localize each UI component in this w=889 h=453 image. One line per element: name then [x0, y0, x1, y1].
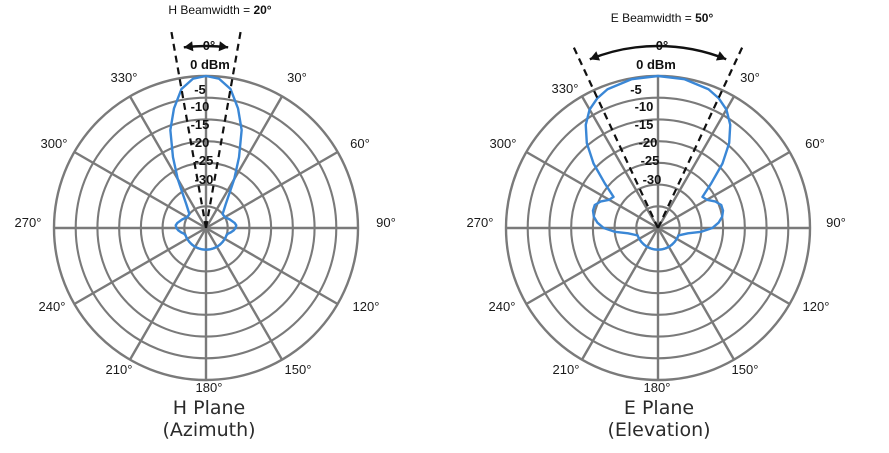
h-plane-beamwidth-indicator	[169, 28, 243, 229]
h-ring-label-5: -5	[194, 82, 206, 97]
h-plane-subtitle: (Azimuth)	[162, 419, 255, 441]
e-radiation-pattern	[584, 74, 732, 251]
e-angle-label-210: 210°	[553, 362, 580, 377]
e-ring-label-5: -5	[630, 82, 642, 97]
e-grid-spoke	[657, 226, 791, 306]
h-grid-spoke	[73, 226, 207, 306]
e-plane-chart: E Beamwidth = 50° 0° 0 dBm -5 -10 -15 -2…	[467, 11, 846, 441]
e-angle-label-120: 120°	[803, 299, 830, 314]
h-angle-label-270: 270°	[15, 215, 42, 230]
h-ring-label-30: -30	[195, 172, 214, 187]
h-grid-spoke	[128, 95, 208, 229]
e-angle-label-330: 330°	[552, 81, 579, 96]
h-beamwidth-arrowhead	[218, 41, 229, 52]
e-angle-label-180: 180°	[644, 380, 671, 395]
h-angle-label-30: 30°	[287, 70, 307, 85]
e-grid-spoke	[525, 150, 659, 230]
e-ring-label-20: -20	[639, 135, 658, 150]
h-plane-title: H Plane	[173, 397, 245, 419]
e-grid-spoke	[580, 95, 660, 229]
h-ring-label-25: -25	[195, 153, 214, 168]
e-beamwidth-arrowhead	[589, 51, 601, 61]
e-plane-subtitle: (Elevation)	[607, 419, 710, 441]
e-plane-grid	[504, 74, 812, 382]
h-plane-pattern-group	[169, 74, 243, 251]
h-grid-spoke	[128, 227, 208, 361]
h-angle-label-330: 330°	[111, 70, 138, 85]
h-radiation-pattern	[169, 74, 243, 251]
h-angle-label-240: 240°	[39, 299, 66, 314]
e-grid-spoke	[656, 227, 736, 361]
h-plane-grid	[52, 74, 360, 382]
h-angle-label-210: 210°	[106, 362, 133, 377]
h-grid-spoke	[205, 150, 339, 230]
h-angle-label-120: 120°	[353, 299, 380, 314]
e-beamwidth-arc	[589, 44, 727, 61]
h-angle-label-180: 180°	[196, 380, 223, 395]
h-angle-label-60: 60°	[350, 136, 370, 151]
h-beamwidth-dashed-line	[204, 28, 243, 229]
h-beamwidth-label: H Beamwidth = 20°	[168, 3, 271, 17]
h-zero-angle-label: 0°	[203, 38, 215, 53]
h-zero-ring-label: 0 dBm	[190, 57, 230, 72]
h-grid-spoke	[204, 227, 284, 361]
e-zero-angle-label: 0°	[656, 38, 668, 53]
e-angle-label-90: 90°	[826, 215, 846, 230]
e-ring-label-25: -25	[641, 153, 660, 168]
e-beamwidth-arrowhead	[715, 51, 727, 61]
e-grid-spoke	[580, 227, 660, 361]
h-beamwidth-dashed-line	[169, 28, 208, 229]
h-ring-label-15: -15	[191, 117, 210, 132]
h-plane-chart: H Beamwidth = 20° 0° 0 dBm -5 -10 -15 -2…	[15, 3, 396, 441]
e-angle-label-270: 270°	[467, 215, 494, 230]
h-grid-spoke	[205, 226, 339, 306]
e-angle-label-30: 30°	[740, 70, 760, 85]
e-plane-pattern-group	[584, 74, 732, 251]
e-angle-label-240: 240°	[489, 299, 516, 314]
e-angle-label-60: 60°	[805, 136, 825, 151]
h-beamwidth-arrowhead	[183, 41, 194, 52]
h-grid-spoke	[73, 150, 207, 230]
e-beamwidth-dashed-line	[657, 44, 745, 229]
e-grid-spoke	[525, 226, 659, 306]
e-angle-label-150: 150°	[732, 362, 759, 377]
h-ring-label-20: -20	[191, 135, 210, 150]
h-angle-label-300: 300°	[41, 136, 68, 151]
e-ring-label-30: -30	[643, 172, 662, 187]
h-ring-label-10: -10	[191, 99, 210, 114]
h-angle-label-150: 150°	[285, 362, 312, 377]
h-grid-spoke	[204, 95, 284, 229]
e-ring-label-10: -10	[635, 99, 654, 114]
e-ring-label-15: -15	[635, 117, 654, 132]
h-angle-label-90: 90°	[376, 215, 396, 230]
e-plane-beamwidth-indicator	[571, 44, 745, 229]
e-beamwidth-dashed-line	[571, 44, 659, 229]
e-grid-spoke	[656, 95, 736, 229]
e-angle-label-300: 300°	[490, 136, 517, 151]
e-grid-spoke	[657, 150, 791, 230]
e-beamwidth-label: E Beamwidth = 50°	[611, 11, 714, 25]
e-zero-ring-label: 0 dBm	[636, 57, 676, 72]
e-plane-title: E Plane	[624, 397, 694, 419]
